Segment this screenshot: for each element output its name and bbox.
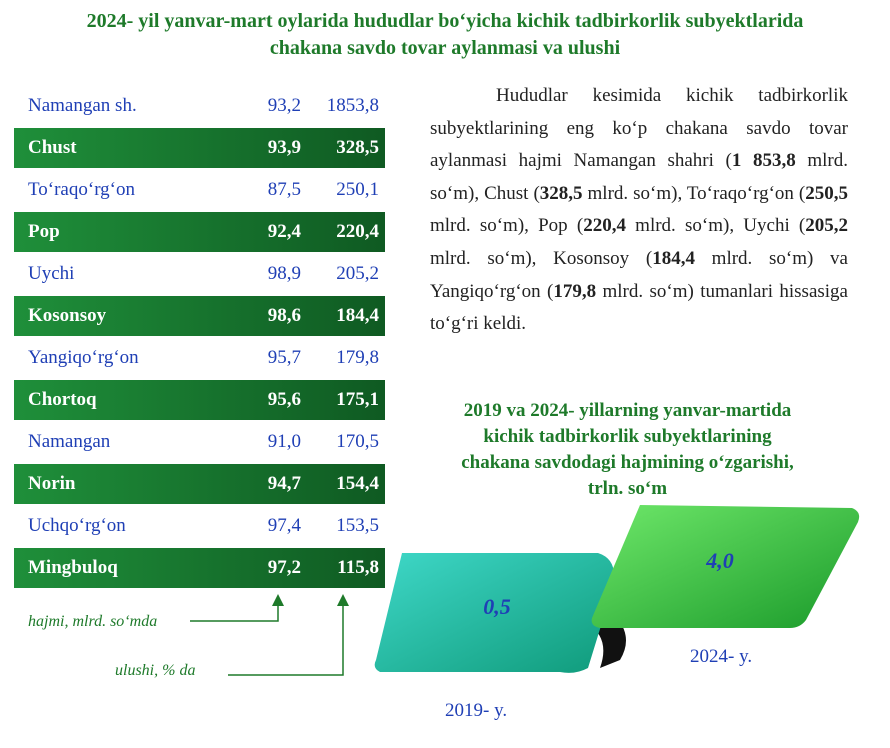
table-cell: 153,5: [336, 515, 379, 536]
table-cell: 205,2: [336, 263, 379, 284]
table-row: Norin 94,7 154,4: [14, 464, 385, 504]
table-cell: 250,1: [336, 179, 379, 200]
table-cell: Namangan: [28, 431, 111, 452]
paragraph: Hududlar kesimida kichik tadbirkorlik su…: [430, 80, 848, 341]
text-run: 1 853,8: [731, 150, 796, 172]
table-cell: Pop: [28, 221, 60, 242]
table-row: Uchqo‘rg‘on 97,4 153,5: [14, 506, 385, 546]
table-cell: Uychi: [28, 263, 75, 284]
table-row: Namangan 91,0 170,5: [14, 422, 385, 462]
text-run: mlrd. so‘m) tumanlari hissasiga to‘g‘ri …: [430, 280, 848, 335]
table-cell: Chortoq: [28, 389, 97, 410]
table-cell: To‘raqo‘rg‘on: [28, 179, 136, 200]
table-row: Uychi 98,9 205,2: [14, 254, 385, 294]
table-cell: 1853,8: [326, 95, 379, 116]
ribbon-2024: [591, 505, 860, 628]
table-cell: 97,2: [267, 557, 301, 578]
table-cell: 93,2: [267, 95, 301, 116]
arrow: [228, 594, 349, 676]
text-run: mlrd. so‘m), Uychi (: [625, 215, 806, 237]
table-cell: Namangan sh.: [28, 95, 137, 116]
table-cell: 98,9: [267, 263, 301, 284]
text-run: 250,5: [805, 182, 848, 204]
text-run: mlrd. so‘m) va Yangiqo‘rg‘on (: [430, 247, 848, 302]
value: 4,0: [705, 548, 734, 573]
table-cell: 91,0: [267, 431, 301, 452]
title: 2024- yil yanvar-mart oylarida hududlar …: [0, 8, 890, 62]
table-cell: 220,4: [336, 221, 379, 242]
text-run: mlrd. so‘m), To‘raqo‘rg‘on (: [582, 182, 806, 204]
year-label: 2024- y.: [690, 646, 753, 667]
ribbon-2019: [374, 553, 615, 673]
table-row: Chust 93,9 328,5: [14, 128, 385, 168]
text-run: mlrd. so‘m), Kosonsoy (: [430, 247, 653, 269]
year-label: 2019- y.: [445, 700, 508, 721]
table-cell: Norin: [28, 473, 76, 494]
table-cell: 95,6: [267, 389, 301, 410]
note: hajmi, mlrd. so‘mda: [28, 613, 158, 630]
text-run: 328,5: [539, 182, 583, 204]
table-cell: 184,4: [336, 305, 379, 326]
comparison-title-line: chakana savdodagi hajmining o‘zgarishi,: [461, 452, 794, 473]
text-run: mlrd. so‘m), Pop (: [430, 215, 584, 237]
table-cell: Chust: [28, 137, 77, 158]
table-cell: 154,4: [336, 473, 379, 494]
table-row: Namangan sh. 93,2 1853,8: [14, 86, 385, 126]
note: ulushi, % da: [115, 662, 196, 679]
ribbon-fold: [590, 622, 626, 668]
text-run: mlrd. so‘m), Chust (: [430, 150, 848, 204]
table-cell: Yangiqo‘rg‘on: [28, 347, 139, 368]
table-cell: 94,7: [267, 473, 301, 494]
table-row: Chortoq 95,6 175,1: [14, 380, 385, 420]
table-row: Yangiqo‘rg‘on 95,7 179,8: [14, 338, 385, 378]
table-row: To‘raqo‘rg‘on 87,5 250,1: [14, 170, 385, 210]
table-cell: 98,6: [267, 305, 301, 326]
table-cell: 92,4: [267, 221, 301, 242]
text-run: 184,4: [652, 247, 695, 269]
table-cell: 170,5: [336, 431, 379, 452]
comparison-title-line: 2019 va 2024- yillarning yanvar-martida: [463, 400, 792, 421]
table-cell: Uchqo‘rg‘on: [28, 515, 126, 536]
table-row: Mingbuloq 97,2 115,8: [14, 548, 385, 588]
table-cell: 95,7: [267, 347, 301, 368]
table-cell: 175,1: [336, 389, 379, 410]
title-line: chakana savdo tovar aylanmasi va ulushi: [269, 37, 621, 59]
comparison-title-line: trln. so‘m: [587, 478, 668, 499]
comparison-title-line: kichik tadbirkorlik subyektlarining: [483, 426, 772, 447]
table-cell: 87,5: [267, 179, 301, 200]
text-run: 205,2: [805, 215, 848, 237]
table-cell: Mingbuloq: [28, 557, 118, 578]
arrow: [190, 594, 284, 622]
table-row: Pop 92,4 220,4: [14, 212, 385, 252]
table-cell: 97,4: [267, 515, 301, 536]
table-cell: Kosonsoy: [28, 305, 107, 326]
table-cell: 93,9: [267, 137, 301, 158]
table-cell: 179,8: [336, 347, 379, 368]
comparison-title: 2019 va 2024- yillarning yanvar-martida k…: [400, 398, 855, 502]
text-run: 179,8: [553, 280, 597, 302]
table-row: Kosonsoy 98,6 184,4: [14, 296, 385, 336]
text-run: 220,4: [583, 215, 626, 237]
text-run: Hududlar kesimida kichik tadbirkorlik su…: [430, 85, 848, 172]
table-cell: 328,5: [336, 137, 379, 158]
value: 0,5: [483, 594, 511, 619]
title-line: 2024- yil yanvar-mart oylarida hududlar …: [86, 10, 804, 32]
table-cell: 115,8: [337, 557, 379, 578]
